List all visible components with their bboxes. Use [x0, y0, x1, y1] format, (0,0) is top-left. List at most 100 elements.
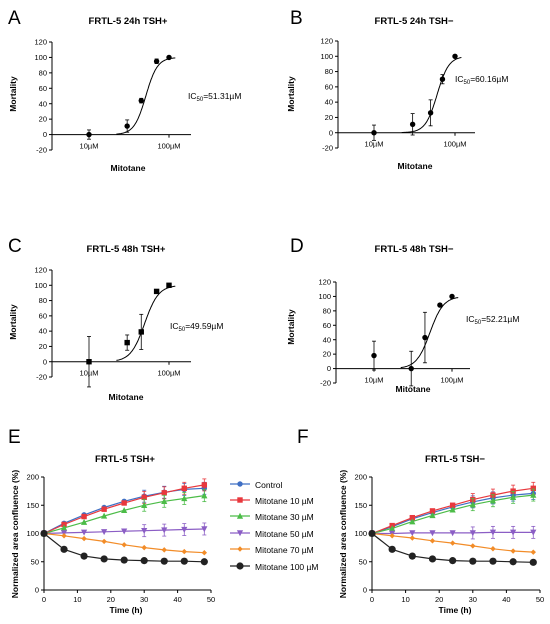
x-tick-label: 100µM — [157, 142, 180, 151]
x-tick-label: 10µM — [365, 140, 384, 149]
y-tick-label: 150 — [354, 501, 367, 510]
data-point — [428, 555, 437, 563]
panel-f: F FRTL-5 TSH− Time (h) Normalized area c… — [297, 427, 544, 615]
data-point — [60, 545, 68, 553]
series-mitotane-50-m — [368, 525, 537, 540]
data-point — [490, 546, 496, 552]
data-point — [181, 548, 187, 555]
data-point — [101, 538, 107, 545]
data-point — [166, 54, 172, 61]
data-point — [60, 524, 68, 531]
legend-marker-shape — [237, 497, 243, 503]
panel-letter-d: D — [290, 236, 304, 257]
panel-d-xlabel: Mitotane — [396, 384, 431, 394]
data-point — [120, 556, 128, 564]
data-point — [530, 485, 536, 491]
data-point — [449, 293, 455, 300]
panel-d-ylabel: Mortality — [286, 309, 296, 345]
panel-letter-f: F — [297, 427, 309, 448]
data-point — [138, 329, 144, 335]
data-point — [529, 558, 537, 566]
data-point — [510, 548, 516, 554]
y-tick-label: -20 — [320, 379, 331, 388]
y-tick-label: 120 — [34, 266, 47, 275]
data-point — [469, 557, 477, 565]
data-point — [371, 130, 377, 136]
legend-marker-mitotane-70 — [237, 546, 243, 552]
y-tick-label: 20 — [325, 113, 333, 122]
y-tick-label: 20 — [39, 342, 47, 351]
y-tick-label: 80 — [323, 306, 331, 315]
legend-marker-shape — [237, 481, 243, 487]
data-point — [153, 288, 160, 295]
panel-c-title: FRTL-5 48h TSH+ — [87, 244, 166, 255]
data-point — [80, 518, 88, 525]
legend-item-mitotane-10: Mitotane 10 µM — [230, 496, 314, 506]
data-point — [80, 552, 88, 560]
panel-b-ylabel: Mortality — [286, 76, 296, 112]
y-tick-label: -20 — [36, 373, 47, 382]
data-point — [40, 529, 48, 538]
panel-letter-a: A — [8, 8, 21, 29]
y-tick-label: 200 — [26, 473, 39, 482]
data-point — [121, 507, 128, 514]
data-point — [180, 557, 188, 565]
panel-c: C FRTL-5 48h TSH+ Mitotane Mortality IC5… — [8, 236, 223, 402]
y-tick-label: 40 — [325, 98, 333, 107]
x-tick-label: 50 — [207, 595, 215, 604]
data-point — [121, 528, 128, 535]
x-tick-label: 10 — [401, 595, 409, 604]
y-tick-label: 40 — [39, 99, 47, 108]
y-tick-label: 20 — [323, 350, 331, 359]
x-tick-label: 10 — [73, 595, 81, 604]
data-point — [161, 490, 167, 496]
legend-item-control: Control — [230, 480, 283, 490]
panel-d-ic50-label: IC50=52.21µM — [466, 314, 519, 326]
y-tick-label: 80 — [39, 296, 47, 305]
data-point — [86, 359, 92, 365]
panel-f-plot: 0 50 100 150 200 0 10 20 30 40 50 — [354, 473, 544, 604]
data-point — [470, 543, 476, 549]
legend-label-mitotane-100: Mitotane 100 µM — [255, 562, 318, 572]
data-point — [530, 491, 537, 498]
data-point — [141, 544, 147, 551]
panel-f-title: FRTL-5 TSH− — [425, 454, 485, 465]
y-tick-label: 40 — [323, 335, 331, 344]
data-point — [124, 123, 130, 129]
data-point — [409, 518, 416, 525]
panel-b-plot: -20 0 20 40 60 80 100 120 10µM 100µM — [320, 37, 475, 153]
data-point — [100, 555, 108, 563]
y-tick-label: -20 — [36, 146, 47, 155]
data-point — [409, 530, 416, 537]
x-tick-label: 20 — [107, 595, 115, 604]
data-point — [437, 302, 443, 308]
y-tick-label: 100 — [318, 292, 331, 301]
data-point — [86, 131, 92, 138]
panel-f-ylabel: Normalized area confluence (%) — [338, 470, 348, 599]
data-point — [140, 557, 148, 565]
panel-a-xlabel: Mitotane — [111, 163, 146, 173]
panel-e-title: FRTL-5 TSH+ — [95, 454, 155, 465]
y-tick-label: 150 — [26, 501, 39, 510]
legend-label-control: Control — [255, 480, 283, 490]
data-point — [141, 494, 147, 501]
data-point — [61, 533, 67, 539]
data-point — [449, 540, 456, 546]
panel-letter-c: C — [8, 236, 22, 257]
data-point — [449, 530, 456, 537]
data-point — [141, 501, 148, 508]
legend-marker-mitotane-50 — [236, 530, 244, 537]
data-point — [489, 557, 497, 565]
data-point — [141, 527, 148, 534]
y-tick-label: 120 — [318, 278, 331, 287]
data-point — [371, 352, 377, 359]
x-tick-label: 30 — [469, 595, 477, 604]
y-tick-label: -20 — [322, 144, 333, 153]
panel-b-title: FRTL-5 24h TSH− — [375, 16, 454, 27]
y-tick-label: 100 — [26, 529, 39, 538]
series-line — [371, 494, 534, 535]
y-tick-label: 60 — [323, 321, 331, 330]
legend-marker-shape — [237, 546, 243, 552]
